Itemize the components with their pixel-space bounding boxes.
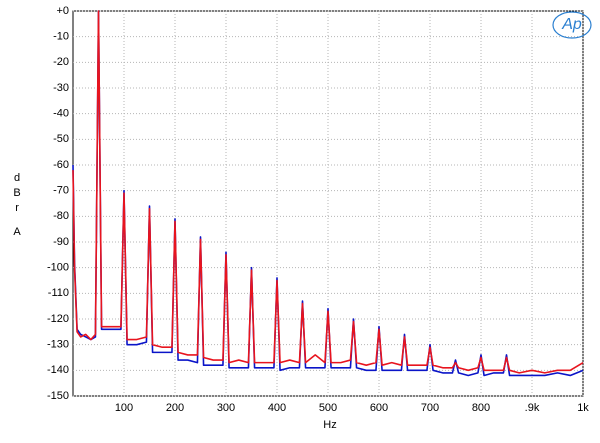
x-tick-label: .9k <box>525 402 540 414</box>
y-tick-label: -10 <box>53 31 69 43</box>
y-tick-label: -140 <box>47 364 69 376</box>
y-axis-unit: A <box>13 226 21 238</box>
y-tick-label: -90 <box>53 236 69 248</box>
y-tick-label: -130 <box>47 339 69 351</box>
y-tick-label: +0 <box>56 5 69 17</box>
logo-ring <box>552 11 592 39</box>
x-tick-label: 600 <box>370 402 388 414</box>
y-tick-label: -70 <box>53 185 69 197</box>
y-axis-label: dBr <box>11 172 23 217</box>
x-tick-label: 200 <box>166 402 184 414</box>
series-line <box>72 10 584 377</box>
logo: Ap <box>561 16 582 33</box>
y-tick-label: -80 <box>53 210 69 222</box>
x-tick-label: 800 <box>472 402 490 414</box>
x-tick-label: 300 <box>217 402 235 414</box>
x-tick-label: 100 <box>115 402 133 414</box>
y-tick-label: -30 <box>53 82 69 94</box>
x-tick-label: 700 <box>421 402 439 414</box>
y-tick-label: -110 <box>48 287 69 299</box>
y-tick-label: -20 <box>53 56 69 68</box>
x-axis-label: Hz <box>323 419 336 431</box>
y-tick-label: -120 <box>47 313 69 325</box>
x-tick-label: 500 <box>319 402 337 414</box>
x-tick-label: 400 <box>268 402 286 414</box>
y-tick-label: -40 <box>53 108 69 120</box>
x-tick-label: 1k <box>577 402 589 414</box>
y-tick-label: -60 <box>53 159 69 171</box>
y-tick-label: -50 <box>53 133 69 145</box>
y-tick-label: -100 <box>47 262 69 274</box>
series-line <box>72 10 584 374</box>
y-tick-label: -150 <box>47 390 69 402</box>
